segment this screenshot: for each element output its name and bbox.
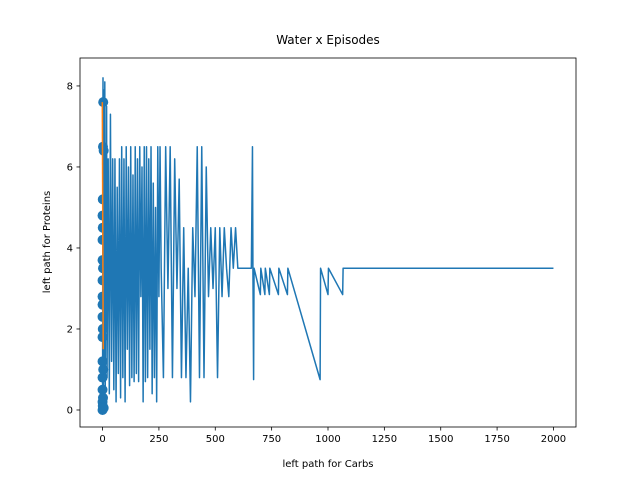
series-group (97, 77, 554, 415)
y-tick-label: 2 (67, 324, 73, 335)
series-line (101, 77, 554, 410)
y-tick-label: 4 (67, 243, 73, 254)
x-tick-label: 1000 (315, 434, 340, 445)
scatter-point (97, 392, 108, 403)
scatter-point (97, 384, 108, 395)
x-tick-label: 250 (149, 434, 168, 445)
x-axis-label: left path for Carbs (283, 459, 374, 470)
y-axis-label: left path for Proteins (42, 191, 53, 293)
scatter-point (98, 402, 109, 413)
x-tick-label: 1250 (372, 434, 397, 445)
y-tick-label: 8 (67, 81, 73, 92)
x-tick-label: 2000 (541, 434, 566, 445)
y-tick-label: 6 (67, 162, 73, 173)
x-tick-label: 1500 (428, 434, 453, 445)
x-tick-label: 1750 (484, 434, 509, 445)
scatter-point (97, 356, 108, 367)
x-tick-label: 750 (262, 434, 281, 445)
plot-area (97, 77, 554, 415)
x-tick-label: 0 (99, 434, 105, 445)
scatter-point (98, 145, 109, 156)
scatter-point (98, 97, 109, 108)
scatter-point (97, 372, 108, 383)
scatter-point (98, 364, 109, 375)
chart-title: Water x Episodes (276, 33, 380, 47)
series-line (101, 102, 104, 350)
x-tick-label: 500 (206, 434, 225, 445)
y-tick-label: 0 (67, 405, 73, 416)
